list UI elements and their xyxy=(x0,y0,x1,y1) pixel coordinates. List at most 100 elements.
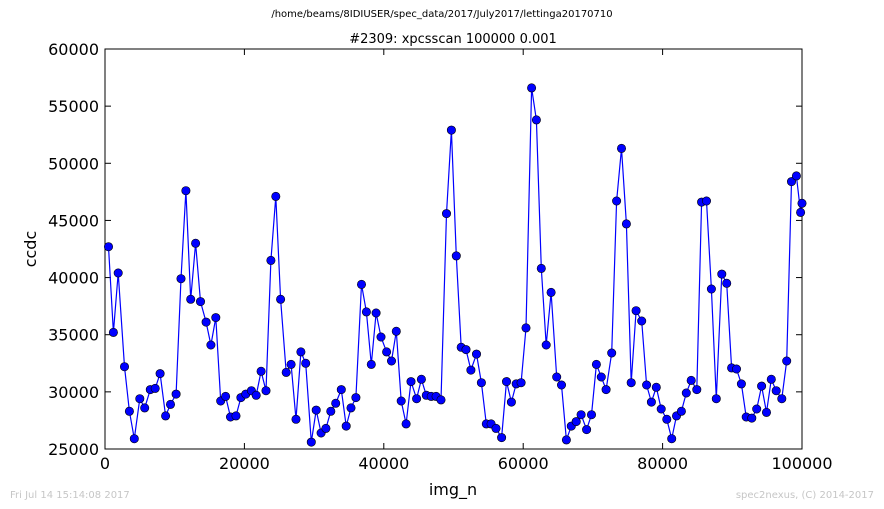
y-tick-label: 35000 xyxy=(48,326,99,345)
data-point xyxy=(161,411,171,421)
data-point xyxy=(782,356,792,366)
data-point xyxy=(637,316,647,326)
data-point xyxy=(766,374,776,384)
data-point xyxy=(140,403,150,413)
data-point xyxy=(211,313,221,323)
data-point xyxy=(436,395,446,405)
data-point xyxy=(406,377,416,387)
data-point xyxy=(631,306,641,316)
data-point xyxy=(166,399,176,409)
data-point xyxy=(626,378,636,388)
data-point xyxy=(761,407,771,417)
y-tick-label: 30000 xyxy=(48,383,99,402)
data-point xyxy=(561,435,571,445)
data-point xyxy=(757,381,767,391)
data-point xyxy=(791,171,801,181)
data-point xyxy=(451,251,461,261)
data-point xyxy=(516,378,526,388)
data-point xyxy=(541,340,551,350)
data-point xyxy=(201,317,211,327)
data-point xyxy=(351,393,361,403)
data-point xyxy=(135,394,145,404)
data-point xyxy=(171,389,181,399)
y-tick-label: 45000 xyxy=(48,211,99,230)
data-point xyxy=(612,196,622,206)
data-point xyxy=(326,406,336,416)
data-point xyxy=(642,380,652,390)
x-tick-label: 40000 xyxy=(358,454,409,473)
data-point xyxy=(501,377,511,387)
data-point xyxy=(706,284,716,294)
data-point xyxy=(471,349,481,359)
markers-layer xyxy=(104,83,807,447)
data-point xyxy=(108,327,118,337)
page-title: /home/beams/8IDIUSER/spec_data/2017/July… xyxy=(271,9,613,20)
data-point xyxy=(261,386,271,396)
data-point xyxy=(536,263,546,273)
data-point xyxy=(124,406,134,416)
data-point xyxy=(256,366,266,376)
data-point xyxy=(552,372,562,382)
data-point xyxy=(150,383,160,393)
data-point xyxy=(396,396,406,406)
data-point xyxy=(736,379,746,389)
data-point xyxy=(155,369,165,379)
data-point xyxy=(616,143,626,153)
data-point xyxy=(120,362,130,372)
x-tick-label: 60000 xyxy=(498,454,549,473)
data-point xyxy=(717,269,727,279)
data-point xyxy=(777,394,787,404)
data-point xyxy=(621,219,631,229)
data-point xyxy=(667,434,677,444)
data-point xyxy=(271,191,281,201)
data-point xyxy=(221,391,231,401)
data-point xyxy=(651,382,661,392)
x-tick-label: 100000 xyxy=(771,454,832,473)
data-point xyxy=(596,372,606,382)
data-point xyxy=(416,374,426,384)
data-point xyxy=(692,385,702,395)
data-point xyxy=(391,326,401,336)
data-point xyxy=(341,421,351,431)
data-point xyxy=(701,196,711,206)
data-point xyxy=(731,364,741,374)
data-point xyxy=(601,385,611,395)
data-point xyxy=(412,394,422,404)
data-point xyxy=(546,287,556,297)
data-point xyxy=(607,348,617,358)
data-point xyxy=(311,405,321,415)
data-point xyxy=(356,279,366,289)
data-point xyxy=(531,115,541,125)
data-point xyxy=(752,404,762,414)
y-tick-label: 25000 xyxy=(48,440,99,459)
data-point xyxy=(176,274,186,284)
data-point xyxy=(321,423,331,433)
data-point xyxy=(281,367,291,377)
data-point xyxy=(446,125,456,135)
data-point xyxy=(796,207,806,217)
data-point xyxy=(382,347,392,357)
data-point xyxy=(527,83,537,93)
data-point xyxy=(286,359,296,369)
ticks-layer: 0 20000 40000 60000 80000 100000 25000 30000 350… xyxy=(48,40,832,473)
data-point xyxy=(646,397,656,407)
data-point xyxy=(376,332,386,342)
chart-title: #2309: xpcsscan 100000 0.001 xyxy=(349,32,557,47)
data-point xyxy=(104,242,114,252)
data-point xyxy=(656,404,666,414)
data-point xyxy=(586,410,596,420)
y-tick-label: 40000 xyxy=(48,269,99,288)
x-tick-label: 20000 xyxy=(219,454,270,473)
data-point xyxy=(251,390,261,400)
data-point xyxy=(206,340,216,350)
data-point xyxy=(771,386,781,396)
data-point xyxy=(681,388,691,398)
data-point xyxy=(497,433,507,443)
x-tick-label: 80000 xyxy=(637,454,688,473)
data-point xyxy=(231,411,241,421)
y-axis-label: ccdc xyxy=(21,231,40,268)
data-point xyxy=(466,365,476,375)
data-point xyxy=(722,278,732,288)
data-point xyxy=(181,186,191,196)
